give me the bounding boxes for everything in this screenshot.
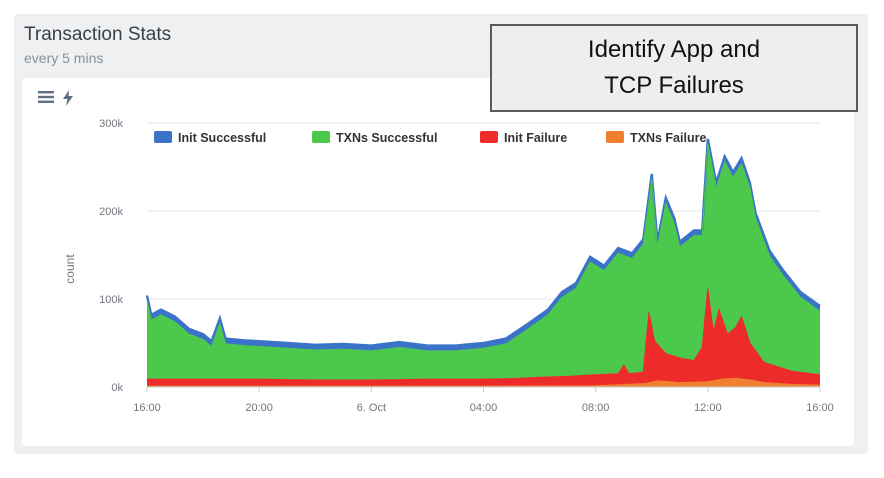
- series-line-2: [147, 288, 821, 381]
- legend-swatch: [312, 131, 330, 143]
- legend-swatch: [480, 131, 498, 143]
- legend-label: Init Failure: [504, 131, 567, 145]
- x-tick-label: 04:00: [470, 402, 498, 414]
- legend-label: Init Successful: [178, 131, 266, 145]
- callout-line-1: Identify App and: [587, 36, 761, 63]
- y-tick-label: 200k: [99, 206, 123, 218]
- y-axis-label: count: [63, 254, 77, 284]
- y-tick-label: 0k: [111, 382, 123, 394]
- legend-swatch: [606, 131, 624, 143]
- x-tick-label: 16:00: [806, 402, 834, 414]
- x-tick-label: 6. Oct: [357, 402, 386, 414]
- legend-swatch: [154, 131, 172, 143]
- series-line-3: [147, 377, 821, 387]
- panel-title: Transaction Stats: [24, 24, 172, 45]
- y-tick-label: 300k: [99, 118, 123, 130]
- menu-icon[interactable]: [38, 90, 54, 109]
- series-area-3: [147, 378, 820, 387]
- x-tick-label: 08:00: [582, 402, 610, 414]
- y-tick-label: 100k: [99, 294, 123, 306]
- legend-label: TXNs Successful: [336, 131, 437, 145]
- callout-line-2: TCP Failures: [604, 72, 744, 99]
- series-area-2: [147, 288, 820, 387]
- x-tick-label: 16:00: [133, 402, 161, 414]
- callout-box: Identify App and TCP Failures: [490, 24, 858, 112]
- bolt-icon[interactable]: [62, 90, 74, 111]
- panel-subtitle: every 5 mins: [24, 50, 104, 66]
- legend-label: TXNs Failure: [630, 131, 706, 145]
- series-line-1: [146, 144, 821, 352]
- x-tick-label: 12:00: [694, 402, 722, 414]
- x-tick-label: 20:00: [245, 402, 273, 414]
- series-line-0: [145, 138, 821, 347]
